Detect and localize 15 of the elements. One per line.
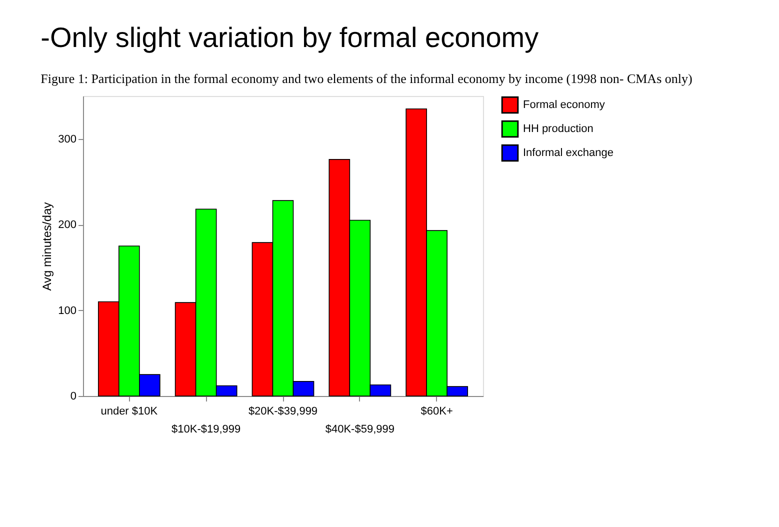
y-tick-label: 0 bbox=[70, 390, 76, 402]
y-tick-label: 300 bbox=[58, 133, 76, 146]
chart-title: -Only slight variation by formal economy bbox=[40, 22, 539, 53]
y-tick-label: 100 bbox=[58, 304, 76, 317]
legend-label: Formal economy bbox=[523, 99, 606, 111]
legend-label: HH production bbox=[523, 123, 594, 135]
x-tick-label: $40K-$59,999 bbox=[325, 424, 394, 436]
x-tick-label: $60K+ bbox=[420, 406, 453, 418]
x-tick-label: under $10K bbox=[100, 406, 158, 418]
chart-subtitle: Figure 1: Participation in the formal economy and two elements of the informal economy by income (1998 non- CMAs only) bbox=[40, 71, 692, 86]
y-tick-label: 200 bbox=[58, 219, 76, 232]
x-tick-label: $10K-$19,999 bbox=[172, 424, 241, 436]
legend-label: Informal exchange bbox=[523, 147, 614, 159]
x-tick-label: $20K-$39,999 bbox=[248, 406, 318, 418]
y-axis-title: Avg minutes/day bbox=[40, 202, 54, 291]
